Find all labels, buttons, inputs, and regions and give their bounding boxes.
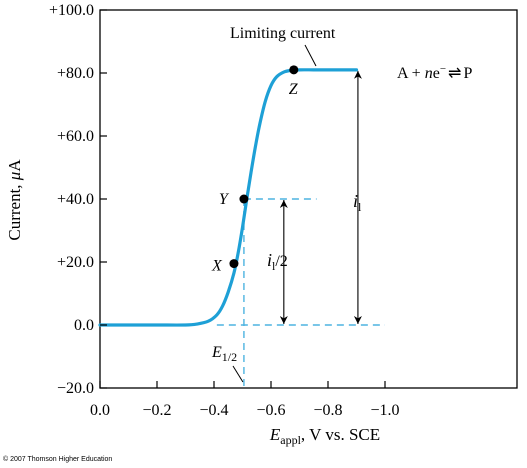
point-y-label: Y [219,191,230,208]
x-tick-label: −0.4 [199,402,228,419]
y-tick-label: +60.0 [57,128,94,145]
x-axis-title: Eappl, V vs. SCE [269,425,380,447]
point-z-label: Z [289,81,299,98]
e-half-leader [232,365,244,383]
y-tick-label: 0.0 [74,317,94,334]
y-tick-label: +40.0 [57,191,94,208]
points-layer: X Y Z [211,65,299,275]
point-x-label: X [211,258,223,275]
point-z-marker [289,65,299,75]
ticks-layer: −20.0 0.0 +20.0 +40.0 +60.0 +80.0 +100.0 0.0 −0.… [49,2,400,419]
limiting-current-leader [304,44,317,67]
curve-layer [98,68,359,327]
y-tick-label: +100.0 [49,2,94,19]
point-y-marker [239,194,249,204]
y-tick-label: +80.0 [57,65,94,82]
point-x-marker [229,259,239,269]
x-tick-label: −0.8 [313,402,342,419]
x-tick-label: −1.0 [370,402,399,419]
y-tick-label: +20.0 [57,254,94,271]
il-half-label: il/2 [267,250,288,273]
guide-lines-layer [216,70,385,388]
polarographic-wave-line [98,68,359,327]
y-axis-title: Current, μA [5,159,24,241]
x-tick-label: −0.2 [142,402,171,419]
il-label: il [353,191,362,214]
x-tick-label: −0.6 [256,402,285,419]
y-tick-label: −20.0 [57,380,94,397]
x-tick-label: 0.0 [90,402,110,419]
e-half-label: E1/2 [211,344,237,364]
reaction-label: A + ne− ⇌ P [397,63,472,82]
limiting-current-label: Limiting current [230,25,336,42]
copyright-notice: © 2007 Thomson Higher Education [3,456,113,463]
